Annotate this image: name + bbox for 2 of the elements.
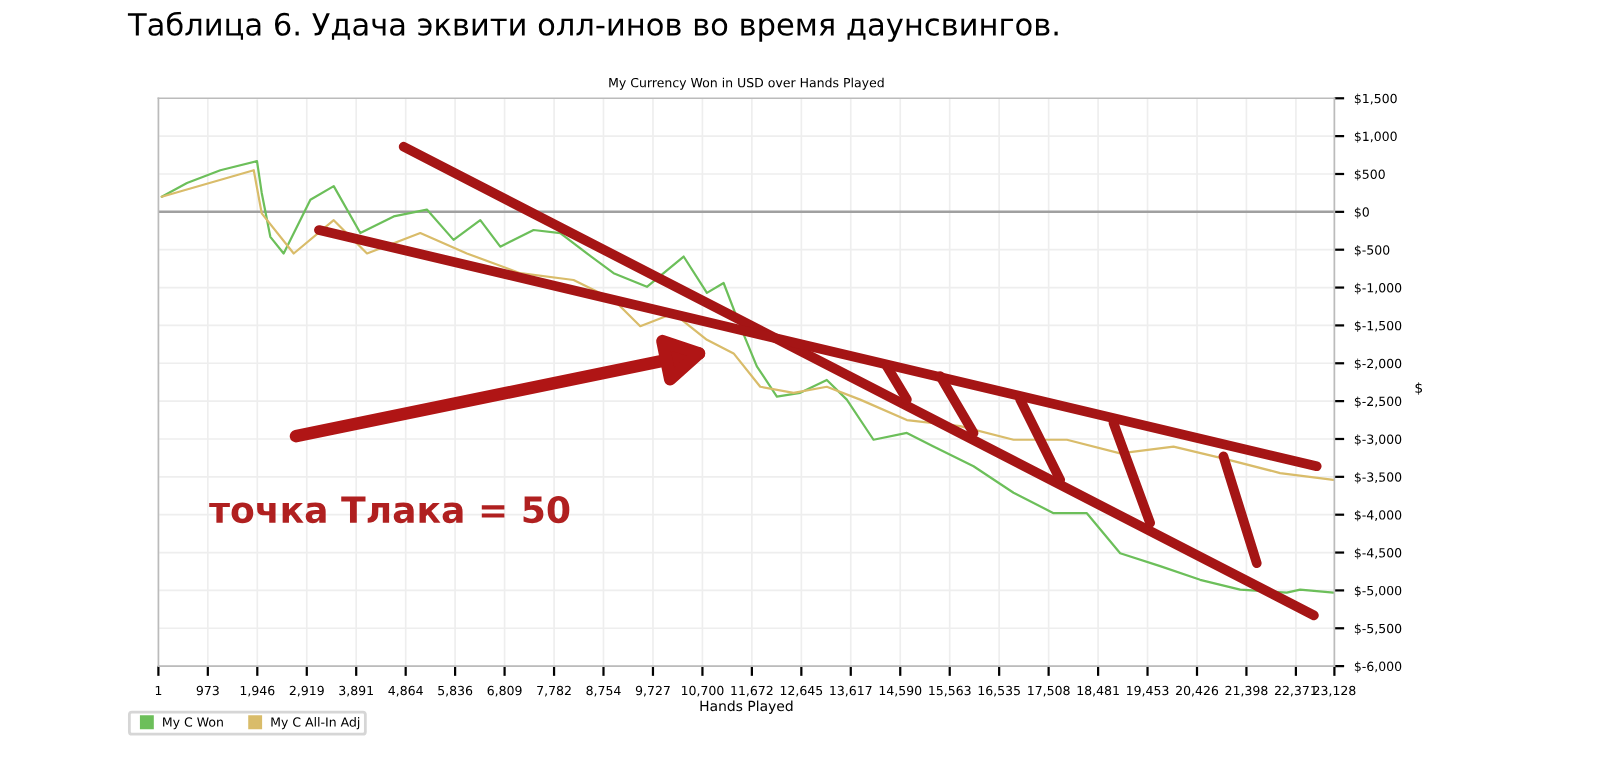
annotation: точка Тлака = 50 xyxy=(209,495,570,524)
chart-title: Таблица 6. Удача эквити олл-инов во время даунсвингов. xyxy=(127,11,1058,42)
